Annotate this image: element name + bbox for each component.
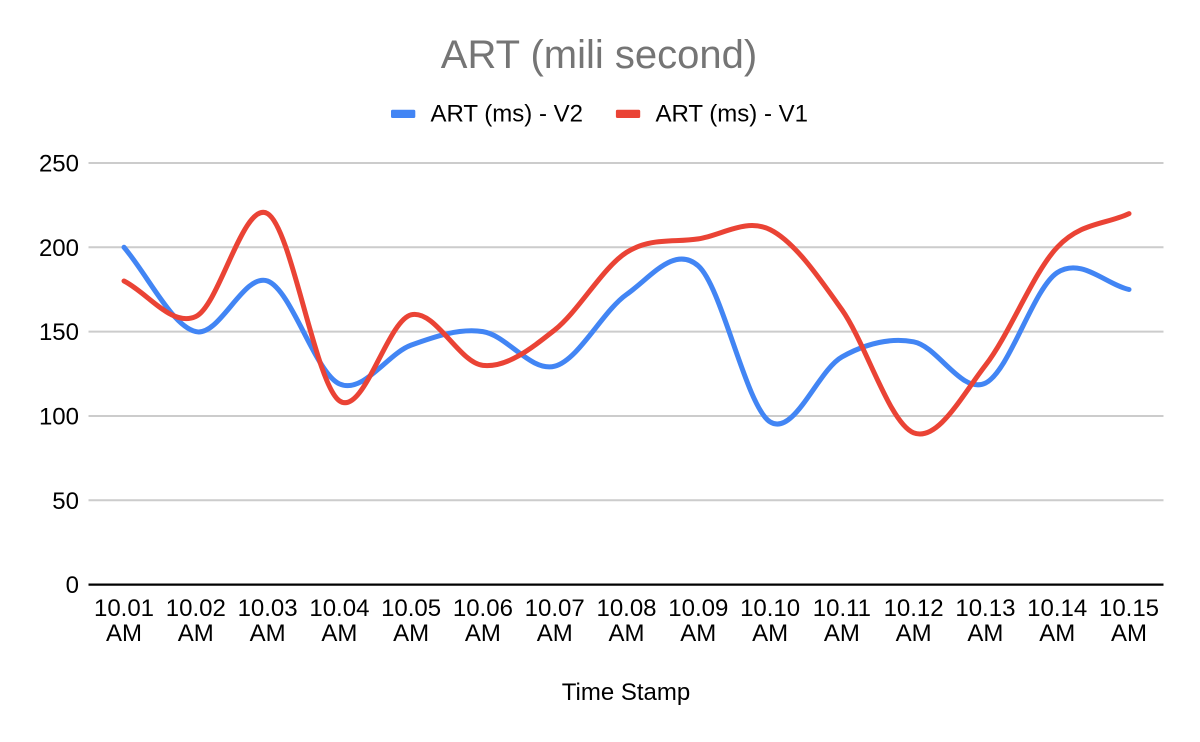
svg-text:AM: AM: [321, 620, 357, 647]
svg-text:AM: AM: [178, 620, 214, 647]
svg-text:10.10: 10.10: [740, 595, 800, 622]
svg-text:AM: AM: [1039, 620, 1075, 647]
svg-text:AM: AM: [680, 620, 716, 647]
svg-text:AM: AM: [1111, 620, 1147, 647]
svg-text:ART (ms) - V2: ART (ms) - V2: [431, 100, 583, 127]
svg-text:AM: AM: [752, 620, 788, 647]
svg-text:10.15: 10.15: [1099, 595, 1159, 622]
svg-text:100: 100: [39, 404, 79, 431]
svg-text:AM: AM: [967, 620, 1003, 647]
svg-text:AM: AM: [250, 620, 286, 647]
svg-text:50: 50: [52, 488, 79, 515]
svg-text:10.14: 10.14: [1027, 595, 1087, 622]
svg-text:ART (mili second): ART (mili second): [441, 33, 757, 77]
svg-text:ART (ms) - V1: ART (ms) - V1: [656, 100, 808, 127]
svg-text:10.11: 10.11: [813, 595, 871, 622]
svg-text:AM: AM: [609, 620, 645, 647]
svg-text:10.03: 10.03: [238, 595, 298, 622]
svg-text:10.04: 10.04: [309, 595, 369, 622]
svg-text:10.06: 10.06: [453, 595, 513, 622]
svg-text:AM: AM: [537, 620, 573, 647]
svg-text:10.05: 10.05: [381, 595, 441, 622]
svg-text:AM: AM: [824, 620, 860, 647]
svg-text:AM: AM: [393, 620, 429, 647]
svg-text:AM: AM: [106, 620, 142, 647]
svg-text:10.12: 10.12: [884, 595, 944, 622]
svg-text:10.08: 10.08: [596, 595, 656, 622]
svg-text:200: 200: [39, 235, 79, 262]
svg-text:150: 150: [39, 319, 79, 346]
svg-text:10.02: 10.02: [166, 595, 226, 622]
svg-text:10.13: 10.13: [955, 595, 1015, 622]
svg-text:0: 0: [66, 572, 79, 599]
svg-text:250: 250: [39, 151, 79, 178]
svg-text:10.07: 10.07: [525, 595, 585, 622]
svg-text:Time Stamp: Time Stamp: [562, 679, 690, 706]
svg-text:AM: AM: [896, 620, 932, 647]
svg-text:10.09: 10.09: [668, 595, 728, 622]
svg-text:AM: AM: [465, 620, 501, 647]
svg-text:10.01: 10.01: [94, 595, 154, 622]
